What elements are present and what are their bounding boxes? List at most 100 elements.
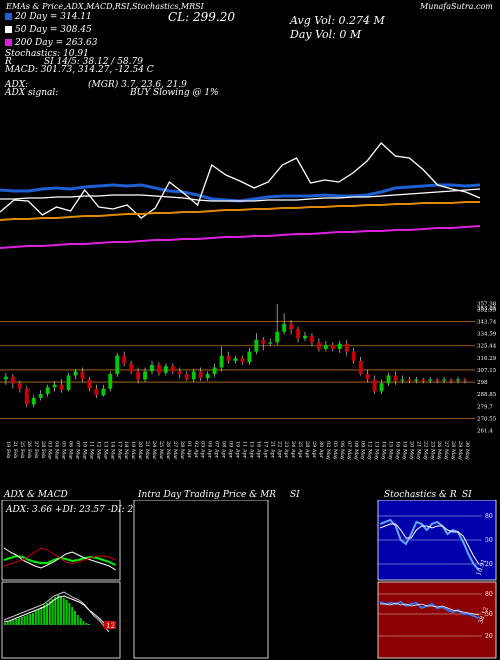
y-tick-label: 298	[477, 380, 488, 386]
candle-body	[191, 371, 196, 380]
candle-body	[24, 388, 29, 405]
candle-body	[310, 335, 314, 343]
x-tick-label: 07 May	[346, 441, 352, 460]
x-tick-label: 03 Mar	[47, 441, 53, 460]
rsi-tick-80: 80	[485, 591, 493, 598]
candle-body	[247, 351, 252, 363]
macd-histogram-bar	[54, 597, 57, 625]
y-tick-label: 307.15	[477, 368, 497, 374]
candle-body	[372, 379, 377, 392]
candle-body	[254, 339, 259, 352]
x-tick-label: 23 Apr	[283, 441, 289, 459]
candle-body	[129, 363, 134, 372]
macd-histogram-bar	[23, 616, 26, 625]
candle-body	[198, 371, 203, 379]
macd-histogram-bar	[43, 605, 46, 625]
candle-body	[365, 374, 370, 380]
candle-body	[115, 355, 120, 375]
x-tick-label: 15 Apr	[248, 441, 254, 459]
x-tick-label: 17 Apr	[262, 441, 268, 459]
x-tick-label: 27 Feb	[33, 441, 39, 458]
x-tick-label: 12 May	[367, 441, 373, 460]
x-tick-label: 16 May	[394, 441, 400, 460]
macd-histogram-bar	[15, 619, 18, 625]
macd-histogram-bar	[71, 607, 74, 625]
bottom-panels: ADX: 3.66 +DI: 23.57 -DI: 21.9 12 80 50 …	[1, 500, 497, 659]
candle-body	[282, 323, 287, 332]
x-tick-label: 30 Apr	[318, 441, 324, 459]
candle-body	[316, 342, 321, 349]
si-values: SI 14/5: 38.12 / 58.79	[44, 57, 143, 67]
day-volume: Day Vol: 0 M	[290, 28, 362, 41]
candle-body	[442, 379, 447, 381]
macd-histogram-bar	[65, 600, 68, 625]
macd-histogram-bar	[76, 615, 79, 625]
x-tick-label: 02 Apr	[193, 441, 199, 459]
candle-body	[435, 379, 440, 381]
candle-body	[45, 387, 50, 394]
x-tick-label: 28 Apr	[304, 441, 310, 459]
macd-histogram-bar	[79, 618, 82, 625]
x-tick-label: 08 Apr	[221, 441, 227, 459]
candle-body	[219, 355, 224, 368]
x-tick-label: 16 Apr	[255, 441, 261, 459]
x-tick-label: 30 May	[464, 441, 470, 460]
series-line-20-day	[0, 183, 481, 203]
adx-line	[3, 547, 116, 567]
candle-body	[170, 366, 175, 372]
site-name[interactable]: MunafaSutra.com	[420, 2, 493, 11]
x-tick-label: 15 May	[388, 441, 394, 460]
x-tick-label: 08 May	[353, 441, 359, 460]
x-tick-label: 21 Feb	[12, 441, 18, 458]
x-tick-label: 11 Mar	[88, 441, 94, 460]
x-tick-label: 07 Mar	[75, 441, 81, 460]
x-tick-label: 26 May	[436, 441, 442, 460]
x-tick-label: 28 Feb	[40, 441, 46, 458]
macd-histogram-bar	[57, 595, 60, 625]
x-tick-label: 07 Apr	[214, 441, 220, 459]
avg-volume: Avg Vol: 0.274 M	[290, 14, 385, 27]
candle-body	[226, 355, 231, 361]
x-tick-label: 06 Mar	[68, 441, 74, 460]
candle-body	[358, 360, 363, 375]
candle-body	[66, 375, 71, 390]
macd-value: 12	[106, 622, 115, 630]
candle-body	[275, 331, 280, 343]
x-tick-label: 06 May	[339, 441, 345, 460]
candle-body	[400, 379, 405, 381]
x-tick-label: 21 Mar	[144, 441, 150, 460]
macd-histogram-bar	[6, 622, 9, 625]
rsi-panel	[377, 581, 497, 659]
candle-body	[414, 379, 419, 381]
series-line-50-day	[0, 188, 481, 202]
candle-body	[108, 374, 113, 389]
x-tick-label: 24 Apr	[290, 441, 296, 459]
x-tick-label: 21 May	[415, 441, 421, 460]
x-tick-label: 05 May	[332, 441, 338, 460]
x-tick-label: 17 Mar	[116, 441, 122, 460]
candle-body	[268, 342, 273, 344]
candle-body	[101, 388, 106, 396]
candle-body	[150, 364, 154, 372]
technicals-line: EMAs & Price,ADX,MACD,RSI,Stochastics,MR…	[6, 2, 204, 11]
ema-200-legend: 200 Day = 263.63	[5, 38, 97, 48]
candle-body	[4, 376, 8, 380]
candle-body	[212, 367, 217, 375]
mgr-values: (MGR) 3.7, 23.6, 21.9	[88, 80, 187, 90]
stochastics-si: SI	[462, 490, 472, 500]
x-tick-label: 22 Apr	[276, 441, 282, 459]
y-tick-label: 352.95	[477, 307, 497, 313]
x-tick-label: 19 May	[401, 441, 407, 460]
series-line-100-day	[0, 201, 480, 221]
candle-body	[17, 383, 22, 389]
adx-label: ADX:	[5, 80, 29, 90]
intra-day-panel	[133, 500, 269, 659]
macd-values: MACD: 301.73, 314.27, -12.54 C	[5, 65, 154, 75]
x-tick-label: 01 Apr	[186, 441, 192, 459]
x-tick-label: 05 Mar	[61, 441, 67, 460]
adx-signal-label: ADX signal:	[5, 88, 59, 98]
candle-body	[449, 379, 454, 381]
candle-body	[80, 371, 85, 380]
stochastics-value: Stochastics: 10.91	[5, 49, 89, 59]
candle-body	[463, 379, 467, 381]
